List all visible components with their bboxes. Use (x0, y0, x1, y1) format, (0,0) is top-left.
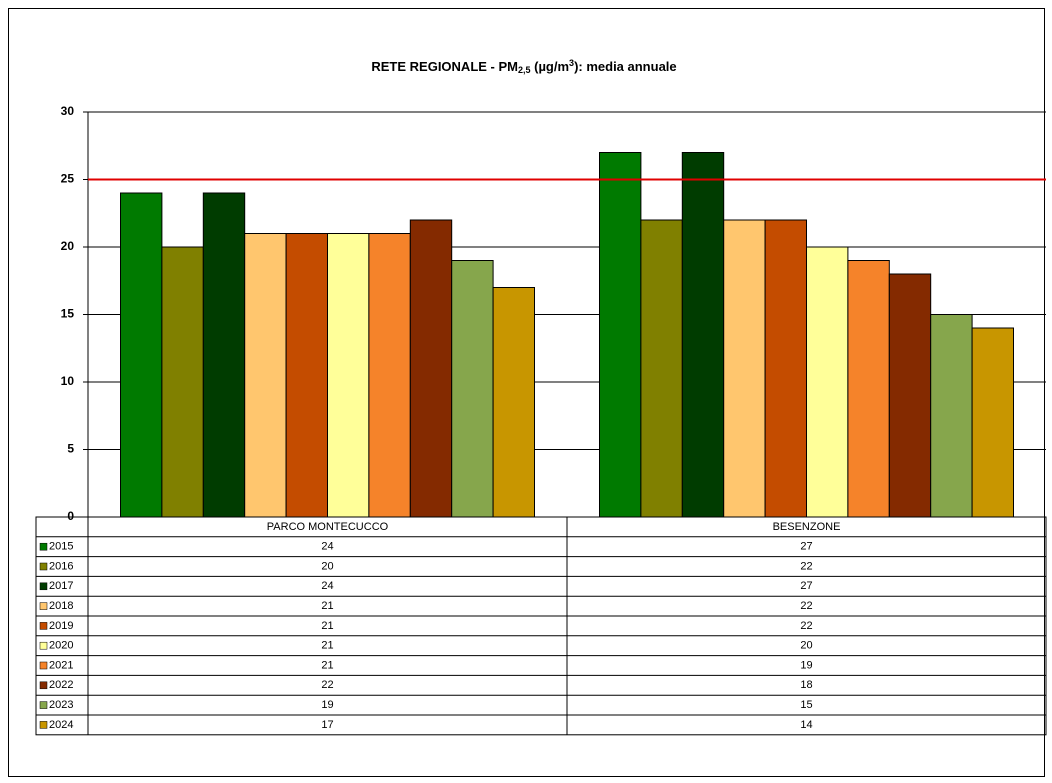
bar (368, 233, 411, 518)
table-frame (35, 516, 1047, 736)
y-tick-label: 20 (61, 239, 75, 253)
bar (120, 192, 163, 518)
chart-title: RETE REGIONALE - PM2,5 (µg/m3): media an… (371, 58, 676, 75)
table-value: 27 (800, 541, 812, 553)
table-value: 22 (800, 560, 812, 572)
legend-key (39, 562, 48, 571)
table-value: 19 (800, 659, 812, 671)
y-tick-label: 25 (61, 172, 75, 186)
table-value: 18 (800, 679, 812, 691)
bar (327, 233, 370, 518)
y-tick-label: 10 (61, 374, 75, 388)
legend-key (39, 721, 48, 729)
legend-key (39, 701, 48, 709)
legend-label: 2023 (49, 699, 73, 711)
table-value: 14 (800, 719, 812, 731)
y-tick-label: 30 (61, 104, 75, 118)
bar (451, 260, 494, 518)
title-subscript: 2,5 (518, 65, 531, 75)
table-value: 22 (800, 620, 812, 632)
table-value: 24 (321, 541, 333, 553)
bar (806, 246, 849, 518)
legend-label: 2016 (49, 560, 73, 572)
legend-label: 2024 (49, 719, 73, 731)
legend-label: 2021 (49, 659, 73, 671)
x-tick-label: PARCO MONTECUCCO (267, 521, 389, 533)
bar (161, 246, 204, 518)
table-value: 15 (800, 699, 812, 711)
title-part: (µg/m (531, 59, 570, 74)
bar (764, 219, 807, 518)
legend-label: 2017 (49, 580, 73, 592)
table-value: 21 (321, 620, 333, 632)
bar (202, 192, 246, 518)
title-part: ): media annuale (574, 59, 677, 74)
bar (723, 219, 766, 518)
bar (640, 219, 683, 518)
bar (244, 233, 287, 518)
legend-label: 2019 (49, 620, 73, 632)
legend-label: 2018 (49, 600, 73, 612)
legend-key (39, 542, 48, 551)
table-value: 20 (800, 640, 812, 652)
table-value: 20 (321, 560, 333, 572)
bar (492, 287, 536, 518)
table-value: 21 (321, 600, 333, 612)
legend-key (39, 641, 48, 650)
title-superscript: 3 (569, 58, 574, 68)
bar (599, 152, 642, 518)
bar (847, 260, 890, 518)
legend-label: 2022 (49, 679, 73, 691)
legend-key (39, 622, 48, 630)
x-tick-label: BESENZONE (773, 521, 841, 533)
table-value: 24 (321, 580, 333, 592)
legend-key (39, 681, 48, 690)
table-value: 21 (321, 659, 333, 671)
y-tick-label: 15 (61, 307, 75, 321)
table-value: 21 (321, 640, 333, 652)
legend-key (39, 582, 48, 591)
bar (681, 152, 725, 518)
table-value: 27 (800, 580, 812, 592)
bar (930, 314, 973, 518)
bar (971, 327, 1014, 518)
y-tick-label: 5 (67, 442, 74, 456)
bar (409, 219, 453, 518)
table-value: 19 (321, 699, 333, 711)
bar (285, 233, 329, 518)
table-value: 22 (321, 679, 333, 691)
legend-label: 2020 (49, 640, 73, 652)
title-part: RETE REGIONALE - PM (371, 59, 518, 74)
legend-label: 2015 (49, 541, 73, 553)
y-tick-label: 0 (67, 509, 74, 523)
table-value: 17 (321, 719, 333, 731)
bar (888, 273, 932, 518)
legend-key (39, 602, 48, 610)
legend-key (39, 661, 48, 670)
table-value: 22 (800, 600, 812, 612)
